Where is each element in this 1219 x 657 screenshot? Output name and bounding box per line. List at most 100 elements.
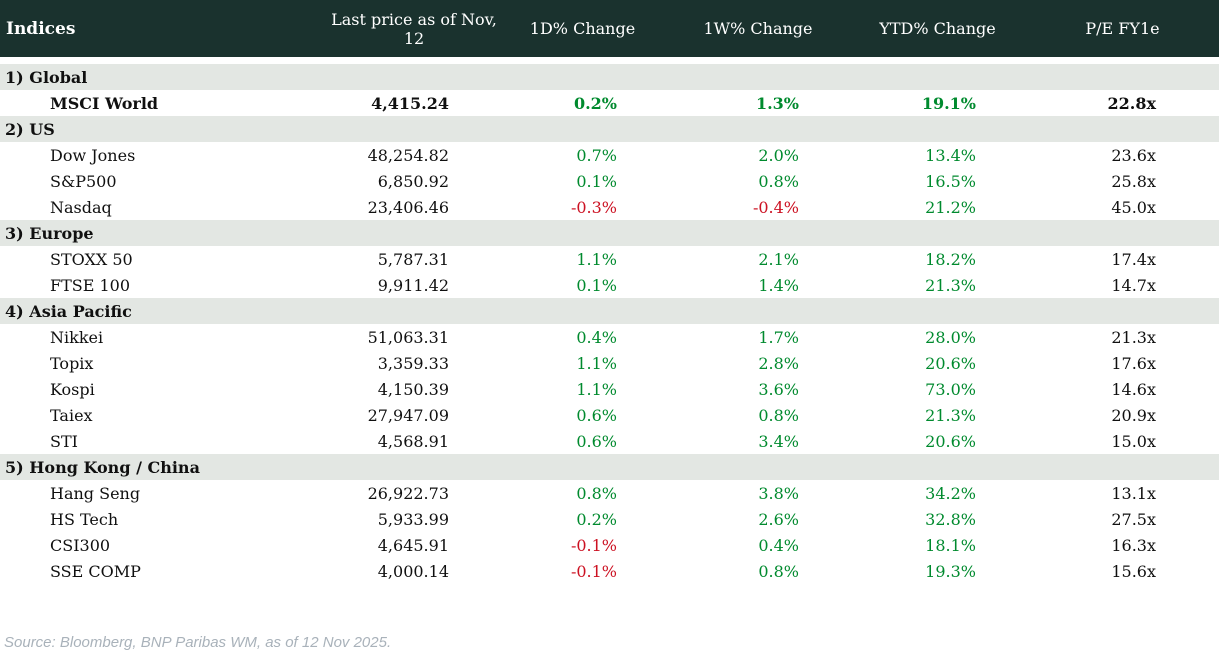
change-1d-cell: -0.1% xyxy=(570,561,617,581)
table-row: STOXX 50 5,787.31 1.1% 2.1% 18.2% 17.4x xyxy=(0,246,1219,272)
column-header-last-price: Last price as of Nov, 12 xyxy=(330,0,498,57)
section-label: 5) Hong Kong / China xyxy=(0,454,1219,480)
price-cell: 48,254.82 xyxy=(367,145,449,165)
change-ytd-cell: 73.0% xyxy=(925,379,976,399)
change-1w-cell: 2.0% xyxy=(758,145,799,165)
table-row: STI 4,568.91 0.6% 3.4% 20.6% 15.0x xyxy=(0,428,1219,454)
price-cell: 51,063.31 xyxy=(367,327,449,347)
table-row: Topix 3,359.33 1.1% 2.8% 20.6% 17.6x xyxy=(0,350,1219,376)
change-1w-cell: 2.6% xyxy=(758,509,799,529)
table-row: MSCI World 4,415.24 0.2% 1.3% 19.1% 22.8x xyxy=(0,90,1219,116)
pe-cell: 15.6x xyxy=(1111,561,1156,581)
change-1d-cell: 0.1% xyxy=(576,171,617,191)
section-label: 3) Europe xyxy=(0,220,1219,246)
change-1d-cell: 0.6% xyxy=(576,431,617,451)
pe-cell: 15.0x xyxy=(1111,431,1156,451)
price-cell: 4,415.24 xyxy=(371,93,449,113)
change-1d-cell: 1.1% xyxy=(576,379,617,399)
price-cell: 4,000.14 xyxy=(377,561,449,581)
change-1w-cell: 0.8% xyxy=(758,405,799,425)
table-row: SSE COMP 4,000.14 -0.1% 0.8% 19.3% 15.6x xyxy=(0,558,1219,584)
index-name-cell: Hang Seng xyxy=(50,483,141,503)
column-header-1d-change: 1D% Change xyxy=(498,0,667,57)
index-name-cell: FTSE 100 xyxy=(50,275,131,295)
price-cell: 3,359.33 xyxy=(377,353,449,373)
change-1w-cell: 1.3% xyxy=(755,93,799,113)
price-cell: 5,933.99 xyxy=(377,509,449,529)
change-1w-cell: 0.8% xyxy=(758,171,799,191)
index-name-cell: Nikkei xyxy=(50,327,104,347)
pe-cell: 22.8x xyxy=(1107,93,1156,113)
table-body: 1) Global MSCI World 4,415.24 0.2% 1.3% 19.1%… xyxy=(0,57,1219,584)
price-cell: 4,150.39 xyxy=(377,379,449,399)
table-row: FTSE 100 9,911.42 0.1% 1.4% 21.3% 14.7x xyxy=(0,272,1219,298)
change-ytd-cell: 21.3% xyxy=(925,405,976,425)
index-name-cell: CSI300 xyxy=(50,535,111,555)
table-row: CSI300 4,645.91 -0.1% 0.4% 18.1% 16.3x xyxy=(0,532,1219,558)
table-row: Taiex 27,947.09 0.6% 0.8% 21.3% 20.9x xyxy=(0,402,1219,428)
change-1d-cell: 0.4% xyxy=(576,327,617,347)
table-row: Hang Seng 26,922.73 0.8% 3.8% 34.2% 13.1x xyxy=(0,480,1219,506)
pe-cell: 14.6x xyxy=(1111,379,1156,399)
source-note: Source: Bloomberg, BNP Paribas WM, as of… xyxy=(4,634,392,651)
change-1w-cell: 0.8% xyxy=(758,561,799,581)
section-label: 2) US xyxy=(0,116,1219,142)
price-cell: 27,947.09 xyxy=(367,405,449,425)
change-1w-cell: 2.1% xyxy=(758,249,799,269)
change-1d-cell: 0.7% xyxy=(576,145,617,165)
column-header-indices: Indices xyxy=(0,0,330,57)
change-1w-cell: 1.4% xyxy=(758,275,799,295)
table-row: HS Tech 5,933.99 0.2% 2.6% 32.8% 27.5x xyxy=(0,506,1219,532)
price-cell: 4,645.91 xyxy=(377,535,449,555)
table-row: Nasdaq 23,406.46 -0.3% -0.4% 21.2% 45.0x xyxy=(0,194,1219,220)
table-header: Indices Last price as of Nov, 12 1D% Cha… xyxy=(0,0,1219,57)
price-cell: 26,922.73 xyxy=(367,483,449,503)
index-name-cell: MSCI World xyxy=(50,93,159,113)
pe-cell: 45.0x xyxy=(1111,197,1156,217)
change-1d-cell: 0.6% xyxy=(576,405,617,425)
change-ytd-cell: 13.4% xyxy=(925,145,976,165)
pe-cell: 17.4x xyxy=(1111,249,1156,269)
change-1w-cell: 3.8% xyxy=(758,483,799,503)
pe-cell: 16.3x xyxy=(1111,535,1156,555)
pe-cell: 17.6x xyxy=(1111,353,1156,373)
change-1d-cell: 0.8% xyxy=(576,483,617,503)
table-row: Dow Jones 48,254.82 0.7% 2.0% 13.4% 23.6x xyxy=(0,142,1219,168)
index-name-cell: SSE COMP xyxy=(50,561,141,581)
table-row: Nikkei 51,063.31 0.4% 1.7% 28.0% 21.3x xyxy=(0,324,1219,350)
change-ytd-cell: 32.8% xyxy=(925,509,976,529)
indices-table: Indices Last price as of Nov, 12 1D% Cha… xyxy=(0,0,1219,584)
section-row: 1) Global xyxy=(0,64,1219,90)
column-header-1w-change: 1W% Change xyxy=(667,0,849,57)
pe-cell: 20.9x xyxy=(1111,405,1156,425)
change-ytd-cell: 20.6% xyxy=(925,431,976,451)
pe-cell: 13.1x xyxy=(1111,483,1156,503)
change-ytd-cell: 21.2% xyxy=(925,197,976,217)
index-name-cell: S&P500 xyxy=(50,171,117,191)
section-row: 2) US xyxy=(0,116,1219,142)
change-1d-cell: 1.1% xyxy=(576,353,617,373)
change-ytd-cell: 21.3% xyxy=(925,275,976,295)
change-ytd-cell: 18.1% xyxy=(925,535,976,555)
section-label: 4) Asia Pacific xyxy=(0,298,1219,324)
change-ytd-cell: 19.1% xyxy=(921,93,976,113)
column-header-ytd-change: YTD% Change xyxy=(849,0,1026,57)
price-cell: 6,850.92 xyxy=(377,171,449,191)
change-ytd-cell: 28.0% xyxy=(925,327,976,347)
change-1w-cell: 0.4% xyxy=(758,535,799,555)
table-row: S&P500 6,850.92 0.1% 0.8% 16.5% 25.8x xyxy=(0,168,1219,194)
change-1d-cell: 0.2% xyxy=(576,509,617,529)
change-1d-cell: 1.1% xyxy=(576,249,617,269)
index-name-cell: STOXX 50 xyxy=(50,249,133,269)
index-name-cell: HS Tech xyxy=(50,509,119,529)
index-name-cell: Taiex xyxy=(50,405,93,425)
change-1w-cell: 3.6% xyxy=(758,379,799,399)
change-1w-cell: 3.4% xyxy=(758,431,799,451)
change-ytd-cell: 18.2% xyxy=(925,249,976,269)
index-name-cell: STI xyxy=(50,431,78,451)
section-row: 4) Asia Pacific xyxy=(0,298,1219,324)
change-1w-cell: 1.7% xyxy=(758,327,799,347)
pe-cell: 27.5x xyxy=(1111,509,1156,529)
section-label: 1) Global xyxy=(0,64,1219,90)
change-1d-cell: -0.3% xyxy=(570,197,617,217)
